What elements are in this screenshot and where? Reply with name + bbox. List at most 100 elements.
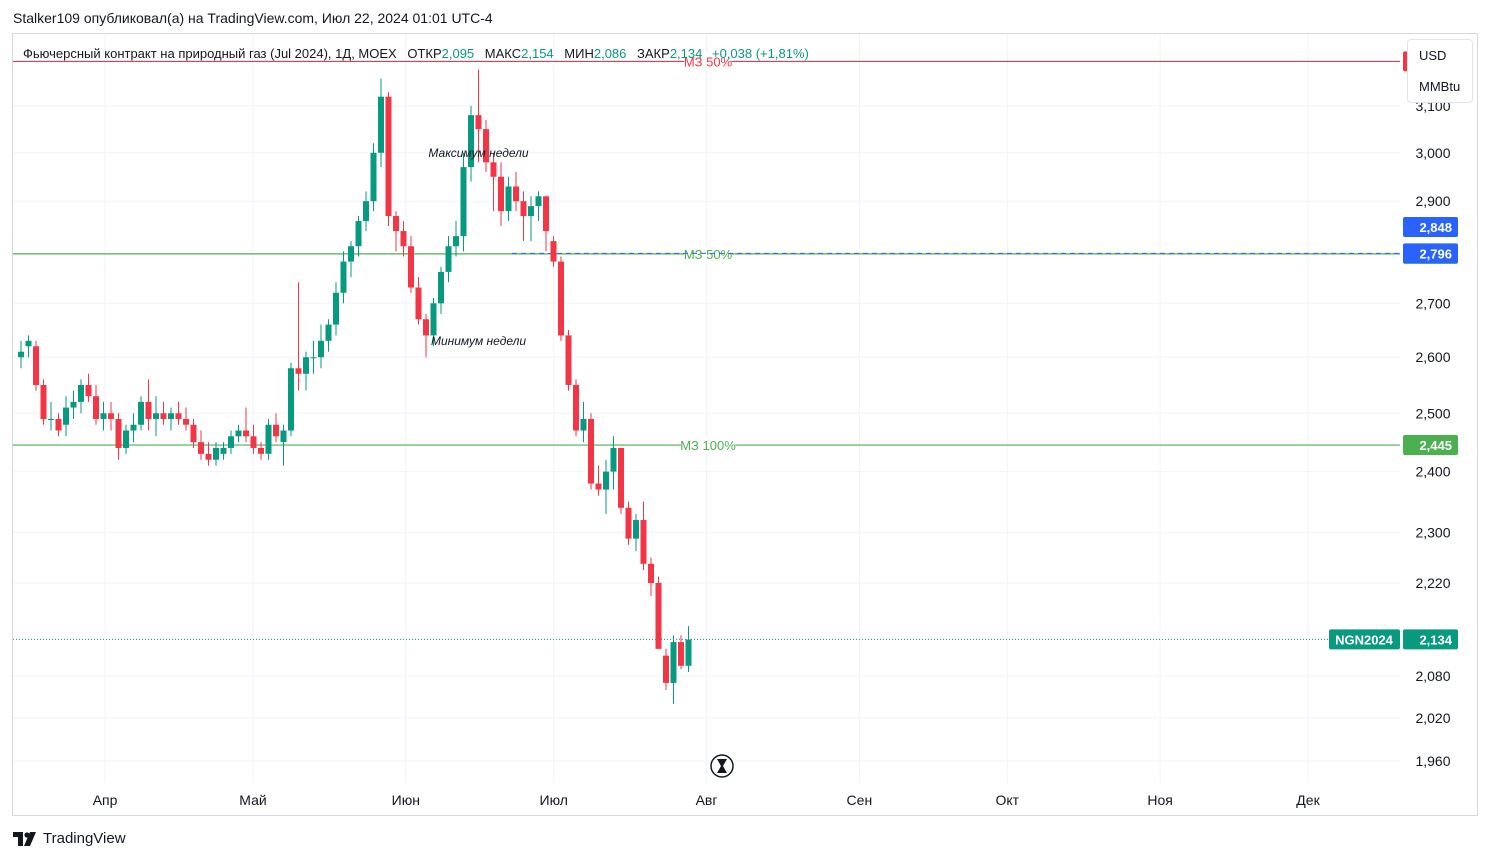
x-tick-label: Авг [696, 792, 718, 808]
candle-body [55, 418, 62, 431]
candle-body [385, 96, 392, 217]
candle-body [475, 115, 482, 130]
candle-body [48, 418, 54, 420]
candle-body [685, 639, 692, 666]
candle-body [168, 413, 174, 419]
symbol-name[interactable]: Фьючерсный контракт на природный газ (Ju… [23, 46, 397, 61]
candle-body [130, 424, 137, 431]
candle-body [565, 335, 572, 385]
y-tick-label: 2,220 [1415, 575, 1450, 591]
current-price-badge: 2,134 [1419, 632, 1452, 647]
price-badge-bg [1403, 217, 1458, 238]
candle-body [400, 231, 407, 247]
change-value: +0,038 (+1,81%) [711, 46, 809, 61]
y-tick-label: 2,600 [1415, 349, 1450, 365]
time-axis: Апр Май Июн Июл Авг Сен Окт Ноя Дек [93, 792, 1321, 808]
currency-label[interactable]: USD [1419, 48, 1447, 63]
candle-body [378, 96, 384, 153]
candle-body [595, 483, 602, 490]
y-tick-label: 3,000 [1415, 145, 1450, 161]
open-label: ОТКР [407, 46, 442, 61]
x-tick-label: Дек [1296, 792, 1320, 808]
y-tick-label: 2,900 [1415, 193, 1450, 209]
chart-annotation: Максимум недели [428, 146, 528, 160]
candle-body [610, 447, 617, 472]
high-label: МАКС [484, 46, 522, 61]
close-value: 2,134 [669, 46, 703, 61]
brand-name: TradingView [43, 830, 126, 847]
candle-body [183, 418, 189, 425]
low-value: 2,086 [593, 46, 627, 61]
candle-body [220, 447, 227, 454]
candlestick-series [18, 69, 692, 704]
candle-body [213, 447, 219, 460]
candle-body [363, 201, 369, 222]
candle-body [333, 292, 339, 325]
y-tick-label: 2,080 [1415, 668, 1450, 684]
candle-body [288, 368, 294, 431]
high-value: 2,154 [521, 46, 554, 61]
candle-body [243, 430, 249, 437]
candle-body [250, 436, 257, 448]
candle-body [453, 236, 459, 247]
candle-body [663, 655, 669, 683]
candle-body [18, 351, 24, 358]
candle-body [160, 413, 167, 419]
candle-body [153, 413, 159, 419]
candle-body [423, 319, 429, 336]
candle-body [303, 357, 309, 374]
symbol-tag: NGN2024 [1335, 632, 1394, 647]
candle-body [100, 413, 107, 419]
x-tick-label: Ноя [1147, 792, 1172, 808]
candle-body [25, 340, 32, 347]
candle-body [228, 436, 234, 448]
currency-unit-selector[interactable]: USD MMBtu [1407, 39, 1473, 103]
replay-icon[interactable] [710, 754, 734, 778]
candle-body [70, 401, 77, 408]
candle-body [295, 368, 302, 374]
chart-grid [13, 34, 1400, 783]
candle-body [535, 196, 542, 207]
candle-body [108, 413, 114, 419]
level-price-badge: 2,445 [1419, 438, 1452, 453]
tradingview-logo-icon [13, 831, 36, 846]
candle-body [93, 396, 99, 419]
candle-body [355, 221, 362, 247]
candle-body [340, 261, 347, 293]
candle-body [40, 384, 47, 419]
y-tick-label: 2,700 [1415, 295, 1450, 311]
candle-body [205, 453, 212, 460]
candle-body [505, 186, 512, 212]
candle-body [115, 418, 122, 448]
candle-body [408, 246, 414, 288]
level-label: МЗ 50% [684, 54, 733, 69]
open-value: 2,095 [441, 46, 475, 61]
publisher-header: Stalker109 опубликовал(а) на TradingView… [13, 10, 493, 26]
candle-body [273, 424, 279, 437]
candle-body [325, 324, 332, 341]
candle-body [640, 520, 647, 564]
price-axis: 3,1003,0002,9002,7002,6002,5002,4002,300… [1415, 98, 1450, 769]
candle-body [430, 303, 437, 336]
candle-body [438, 271, 444, 304]
y-tick-label: 2,400 [1415, 464, 1450, 480]
dashed-level-badge: 2,796 [1419, 246, 1452, 261]
level-price-badge-bg [1403, 435, 1458, 456]
candle-body [678, 642, 684, 666]
candle-body [550, 241, 557, 262]
candle-body [460, 167, 467, 237]
tradingview-logo[interactable]: TradingView [13, 830, 126, 847]
candle-body [513, 186, 519, 202]
y-tick-label: 2,500 [1415, 405, 1450, 421]
candle-body [175, 413, 182, 419]
candle-body [573, 384, 579, 431]
candle-body [393, 216, 399, 232]
candle-body [415, 287, 422, 320]
price-badge: 2,848 [1419, 220, 1452, 235]
candle-body [445, 246, 452, 272]
unit-label[interactable]: MMBtu [1419, 79, 1461, 94]
candle-body [588, 418, 594, 484]
candle-body [198, 442, 204, 454]
close-label: ЗАКР [637, 46, 670, 61]
